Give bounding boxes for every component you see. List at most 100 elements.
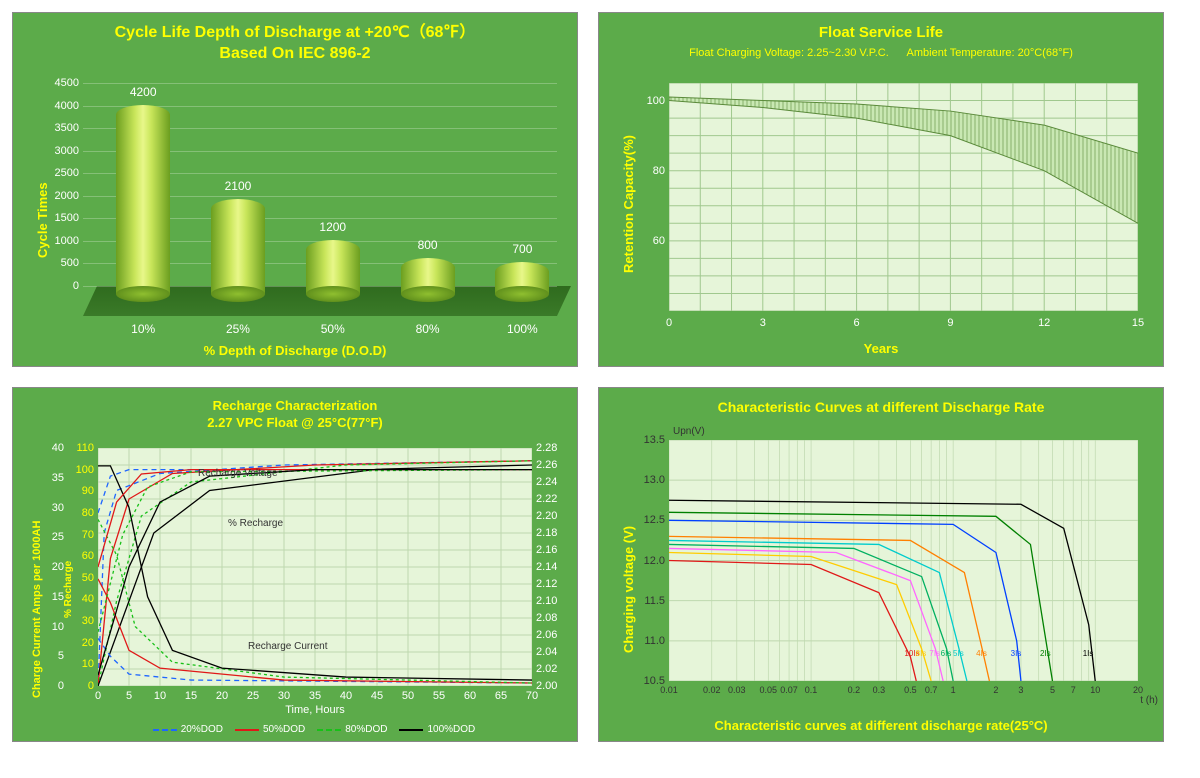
panel4-xtick: 0.1 [797,685,825,695]
curve-label: 4Is [976,649,987,658]
panel1-ytick: 1500 [39,212,79,224]
panel3-ytick-right: 2.10 [536,595,570,607]
panel1-ytick: 2500 [39,167,79,179]
curve-label: 7Is [929,649,940,658]
panel1-ytick: 2000 [39,190,79,202]
panel1-title-line1: Cycle Life Depth of Discharge at +20℃（68… [115,24,476,41]
panel4-xtick: 0.01 [655,685,683,695]
panel2-ylabel: Retention Capacity(%) [621,135,636,273]
panel3-xtick: 0 [88,690,108,702]
panel3-ytick-left: 40 [42,442,64,454]
curve-label: 5Is [953,649,964,658]
legend-item: 20%DOD [153,724,223,735]
panel3-title-line1: Recharge Characterization [213,398,378,413]
panel2-plot: 608010003691215 [669,83,1138,311]
panel3-ytick-pct: 70 [68,529,94,541]
panel1-title-line2: Based On IEC 896-2 [219,45,370,62]
curve-label: 3Is [1011,649,1022,658]
panel4-xtick: 0.3 [865,685,893,695]
legend-item: 80%DOD [317,724,387,735]
panel2-ytick: 100 [635,95,665,107]
panel1-ytick: 4000 [39,100,79,112]
panel3-ytick-right: 2.08 [536,612,570,624]
panel3-ytick-left: 30 [42,502,64,514]
panel3-annotation: Recharge Voltage [198,468,278,479]
panel1-ytick: 3500 [39,122,79,134]
panel3-ytick-pct: 90 [68,485,94,497]
panel3-xtick: 65 [491,690,511,702]
panel3-xtick: 20 [212,690,232,702]
panel3-xtick: 40 [336,690,356,702]
bar-category-label: 25% [208,322,268,336]
panel3-xtick: 35 [305,690,325,702]
panel1-ytick: 3000 [39,145,79,157]
panel3-annotation: Recharge Current [248,641,327,652]
panel2-xtick: 9 [940,317,960,329]
panel3-ytick-pct: 10 [68,658,94,670]
bar-value-label: 2100 [208,179,268,193]
panel3-xtick: 70 [522,690,542,702]
panel3-ytick-left: 0 [42,680,64,692]
panel3-xtick: 50 [398,690,418,702]
panel4-plot: 10Is8Is7Is6Is5Is4Is3Is2Is1Is10.511.011.5… [669,440,1138,681]
panel3-plot: 0510152025303540010203040506070809010011… [98,448,532,686]
bar-category-label: 100% [492,322,552,336]
panel3-ytick-left: 15 [42,591,64,603]
bar-chart-area: 0500100015002000250030003500400045004200… [83,83,557,316]
panel3-ytick-right: 2.06 [536,629,570,641]
legend-item: 50%DOD [235,724,305,735]
panel3-xtick: 45 [367,690,387,702]
panel4-ytick: 11.5 [633,595,665,607]
bar [116,105,170,294]
bar-category-label: 10% [113,322,173,336]
panel2-xtick: 0 [659,317,679,329]
panel4-footer: Characteristic curves at different disch… [599,718,1163,733]
panel2-xtick: 15 [1128,317,1148,329]
panel3-ytick-right: 2.22 [536,493,570,505]
panel3-ytick-pct: 110 [68,442,94,454]
panel1-ytick: 500 [39,257,79,269]
panel4-ytick: 11.0 [633,635,665,647]
panel1-xlabel: % Depth of Discharge (D.O.D) [13,343,577,358]
panel3-ytick-right: 2.24 [536,476,570,488]
panel3-xtick: 55 [429,690,449,702]
panel3-xtick: 5 [119,690,139,702]
panel4-xtick: 20 [1124,685,1152,695]
panel3-xtick: 15 [181,690,201,702]
panel4-ytick: 13.5 [633,434,665,446]
bar-value-label: 1200 [303,220,363,234]
panel3-ytick-right: 2.12 [536,578,570,590]
panel4-xtick: 0.2 [840,685,868,695]
legend-item: 100%DOD [399,724,475,735]
panel1-title: Cycle Life Depth of Discharge at +20℃（68… [13,23,577,65]
panel4-xtick: 0.03 [723,685,751,695]
panel2-xtick: 3 [753,317,773,329]
panel4-ytick: 13.0 [633,474,665,486]
recharge-panel: Recharge Characterization 2.27 VPC Float… [12,387,578,742]
bar [495,262,549,294]
panel4-ytick: 12.5 [633,514,665,526]
panel2-xlabel: Years [599,341,1163,356]
panel3-ytick-left: 35 [42,472,64,484]
panel3-ylabel-pct: % Recharge [63,561,74,618]
panel3-title: Recharge Characterization 2.27 VPC Float… [13,398,577,432]
panel3-ytick-left: 20 [42,561,64,573]
dashboard-grid: Cycle Life Depth of Discharge at +20℃（68… [0,0,1176,754]
panel3-xtick: 25 [243,690,263,702]
discharge-panel: Characteristic Curves at different Disch… [598,387,1164,742]
panel2-title: Float Service Life [599,23,1163,43]
curve-label: 6Is [941,649,952,658]
panel1-ytick: 4500 [39,77,79,89]
panel1-ytick: 1000 [39,235,79,247]
panel2-sub-right: Ambient Temperature: 20°C(68°F) [907,47,1073,59]
bar-category-label: 50% [303,322,363,336]
panel3-ytick-left: 10 [42,621,64,633]
panel3-title-line2: 2.27 VPC Float @ 25°C(77°F) [207,415,383,430]
bar-category-label: 80% [398,322,458,336]
panel2-xtick: 12 [1034,317,1054,329]
panel4-title: Characteristic Curves at different Disch… [599,398,1163,416]
panel2-ytick: 80 [635,165,665,177]
panel3-ytick-right: 2.20 [536,510,570,522]
panel4-xlabel: t (h) [1140,695,1158,706]
bar [211,199,265,294]
